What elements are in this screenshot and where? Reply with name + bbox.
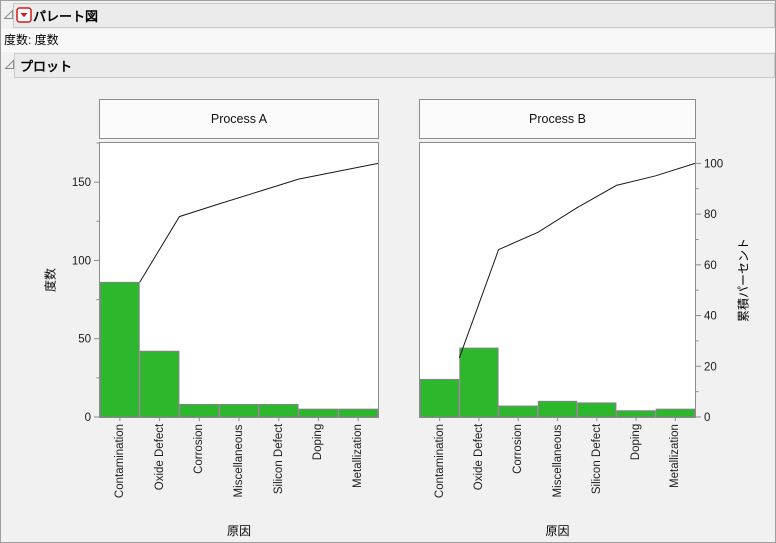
pareto-bar[interactable]	[577, 402, 617, 418]
y-axis-title-frequency: 度数	[43, 267, 58, 293]
red-triangle-menu-button[interactable]	[16, 7, 32, 23]
pareto-bar[interactable]	[338, 408, 379, 418]
category-label: Metallization	[352, 424, 365, 488]
outline-title-band: パレート図	[13, 3, 775, 28]
outline-title: パレート図	[33, 9, 99, 24]
category-label: Corrosion	[512, 424, 525, 474]
pareto-bar[interactable]	[420, 378, 460, 418]
category-label: Oxide Defect	[153, 423, 166, 491]
cumulative-percent-curve	[458, 162, 696, 359]
plot-section-band: プロット	[14, 53, 775, 78]
category-label: Doping	[630, 423, 643, 461]
pareto-plot-process-a[interactable]: 0 50 100 150	[72, 142, 379, 424]
plot-section-title: プロット	[20, 59, 73, 74]
percent-axis-tick-label: 20	[704, 361, 717, 373]
disclosure-open-icon[interactable]	[3, 9, 14, 20]
category-label: Doping	[312, 423, 325, 461]
percent-axis-tick-label: 60	[704, 260, 717, 272]
plot-frame-process-a[interactable]: 0 50 100 150	[72, 142, 379, 424]
pareto-bar[interactable]	[498, 405, 538, 418]
x-axis-title-a: 原因	[226, 524, 251, 538]
percent-axis-tick-label: 0	[704, 412, 710, 424]
x-axis-title-b: 原因	[545, 524, 570, 538]
plot-frame-process-b[interactable]: 0 20 40 60 80 100	[419, 142, 723, 424]
pareto-bar[interactable]	[459, 347, 499, 418]
pareto-bar[interactable]	[655, 408, 695, 418]
pareto-bar[interactable]	[258, 403, 299, 418]
y-axis-tick-label: 100	[72, 255, 91, 267]
pareto-bar[interactable]	[179, 403, 220, 418]
chart-title-process-a: Process A	[99, 99, 379, 139]
category-label: Miscellaneous	[551, 424, 564, 497]
pareto-bar[interactable]	[537, 400, 578, 418]
category-label: Metallization	[669, 424, 682, 488]
category-label: Silicon Defect	[590, 423, 603, 495]
category-label: Corrosion	[193, 424, 206, 474]
pareto-bar[interactable]	[219, 403, 259, 418]
category-label: Contamination	[113, 423, 126, 499]
y-axis-title-cumulative-percent: 累積パーセント	[736, 237, 751, 323]
frequency-role-row: 度数: 度数	[1, 29, 775, 52]
pareto-bar[interactable]	[298, 408, 339, 418]
pareto-bar[interactable]	[139, 350, 180, 418]
pareto-plot-process-b[interactable]: 0 20 40 60 80 100	[420, 143, 723, 424]
pareto-bar[interactable]	[100, 281, 140, 418]
category-label: Miscellaneous	[233, 424, 245, 497]
percent-axis-tick-label: 80	[704, 209, 717, 221]
percent-axis-tick-label: 100	[704, 158, 723, 170]
category-label: Oxide Defect	[472, 423, 485, 491]
percent-axis-tick-label: 40	[704, 311, 717, 323]
plot-disclosure-open-icon[interactable]	[4, 59, 15, 70]
y-axis-tick-label: 50	[78, 334, 91, 346]
y-axis-tick-label: 0	[85, 412, 91, 424]
chart-title-process-b: Process B	[419, 99, 696, 139]
category-label: Contamination	[433, 423, 446, 499]
cumulative-percent-curve	[139, 162, 379, 283]
pareto-bar[interactable]	[616, 410, 656, 418]
category-axis-labels-a: Contamination Oxide Defect Corrosion Miscel…	[100, 422, 378, 522]
y-axis-tick-label: 150	[72, 177, 91, 189]
category-label: Silicon Defect	[272, 423, 285, 495]
category-axis-labels-b: Contamination Oxide Defect Corrosion Miscel…	[420, 422, 695, 522]
